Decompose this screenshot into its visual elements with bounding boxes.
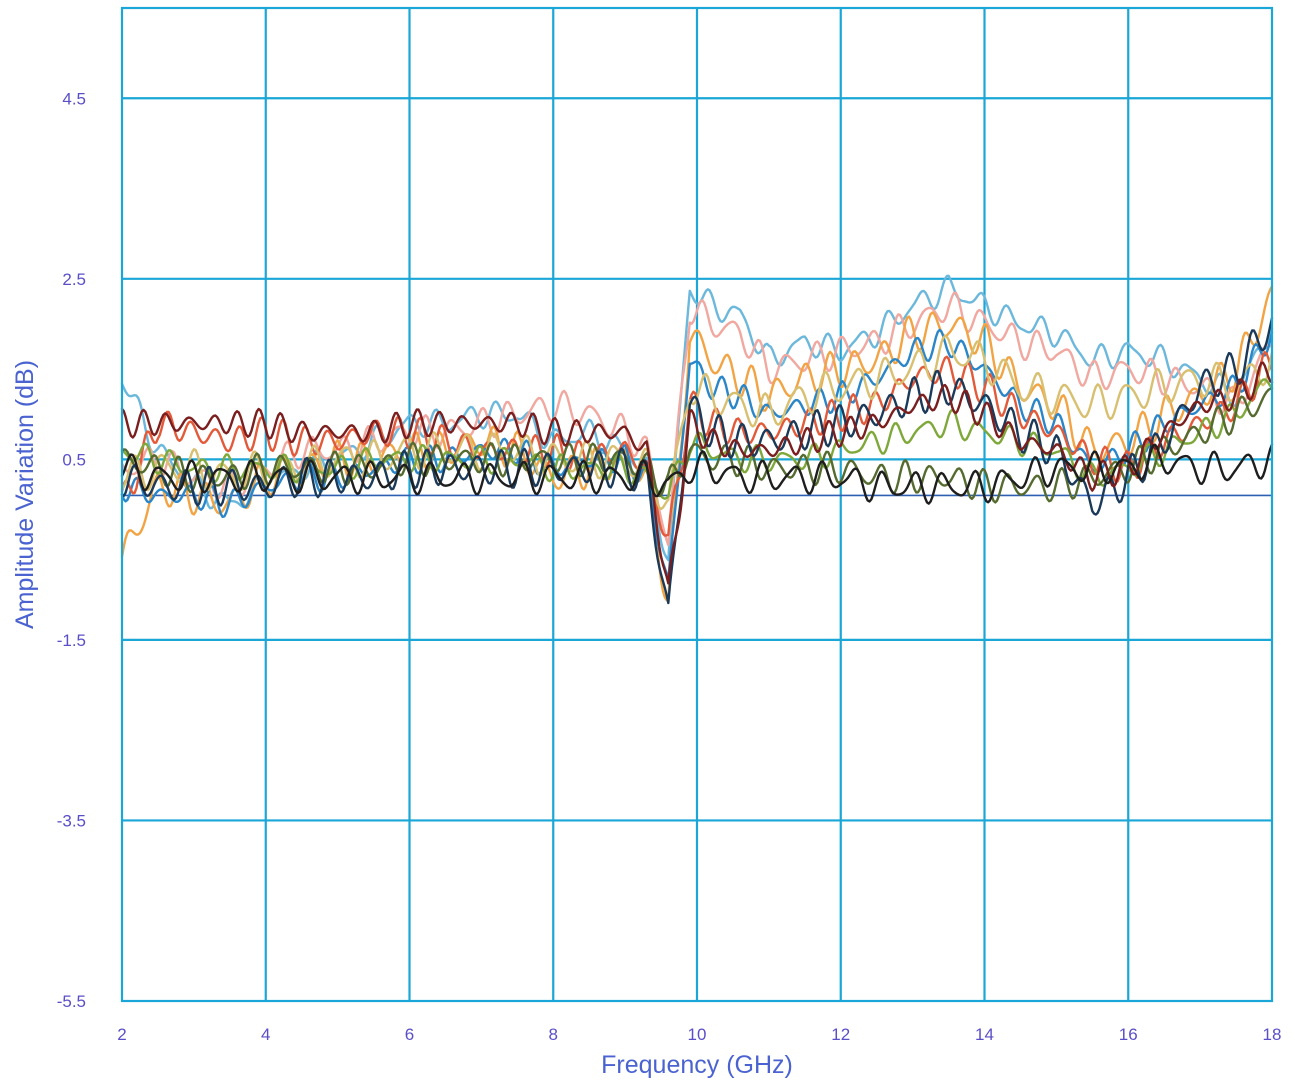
y-tick-label: -1.5 — [57, 631, 86, 650]
plot-frame — [120, 6, 1274, 1003]
series-line-2 — [120, 291, 1274, 547]
x-tick-label: 8 — [549, 1025, 558, 1044]
x-tick-label: 18 — [1263, 1025, 1282, 1044]
series-line-11 — [120, 443, 1274, 505]
x-tick-label: 6 — [405, 1025, 414, 1044]
series-traces — [120, 274, 1274, 605]
y-tick-label: -3.5 — [57, 811, 86, 830]
x-tick-label: 4 — [261, 1025, 270, 1044]
series-line-10 — [120, 361, 1274, 585]
y-tick-label: 0.5 — [62, 450, 86, 469]
x-tick-label: 10 — [688, 1025, 707, 1044]
y-axis-label: Amplitude Variation (dB) — [11, 360, 39, 629]
x-tick-label: 14 — [975, 1025, 994, 1044]
x-tick-label: 16 — [1119, 1025, 1138, 1044]
grid-lines — [122, 8, 1272, 1001]
y-tick-labels: 4.5 2.5 0.5 -1.5 -3.5 -5.5 — [57, 89, 86, 1011]
x-axis-label: Frequency (GHz) — [601, 1051, 793, 1079]
x-tick-label: 2 — [117, 1025, 126, 1044]
y-tick-label: 2.5 — [62, 270, 86, 289]
x-tick-labels: 2 4 6 8 10 12 14 16 18 — [117, 1025, 1281, 1044]
y-tick-label: -5.5 — [57, 992, 86, 1011]
y-tick-label: 4.5 — [62, 89, 86, 108]
series-line-9 — [120, 316, 1274, 605]
x-tick-label: 12 — [831, 1025, 850, 1044]
series-line-4 — [120, 328, 1274, 582]
